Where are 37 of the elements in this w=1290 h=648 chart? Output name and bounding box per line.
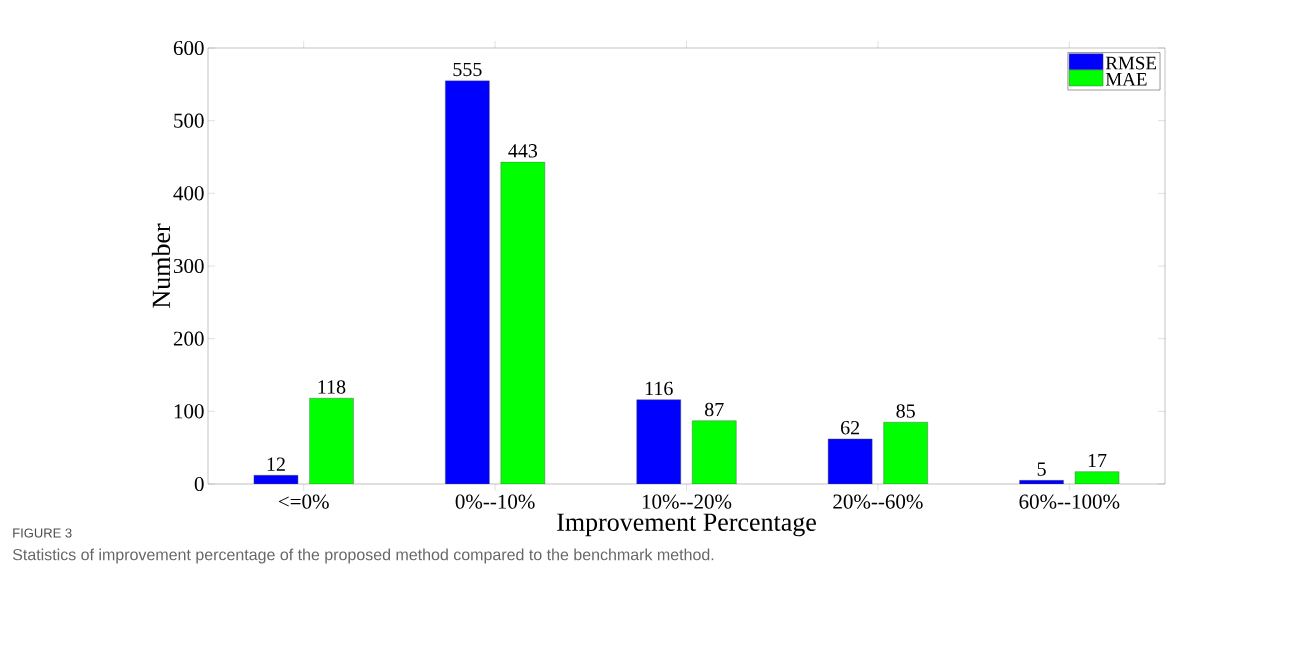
bar	[253, 475, 299, 484]
bar	[692, 420, 737, 484]
data-label: 12	[267, 457, 285, 471]
bar	[309, 398, 354, 484]
y-tick-label: 100	[174, 404, 204, 419]
data-label: 555	[453, 62, 482, 77]
bar	[636, 399, 681, 484]
data-label: 5	[1037, 462, 1046, 476]
x-tick-label: <=0%	[278, 494, 329, 509]
caption: FIGURE 3	[13, 528, 72, 538]
y-tick-label: 600	[173, 40, 204, 56]
bar	[445, 80, 490, 484]
y-tick-label: 200	[173, 331, 204, 346]
x-tick-label: 60%--100%	[1019, 494, 1120, 509]
x-axis-title: Improvement Percentage	[557, 513, 816, 537]
legend-label: RMSE	[1105, 56, 1157, 70]
data-label: 87	[705, 402, 724, 417]
data-label: 118	[318, 380, 346, 394]
data-label: 17	[1088, 453, 1107, 468]
bar	[500, 161, 546, 484]
data-label: 62	[841, 420, 860, 435]
x-tick-label: 10%--20%	[642, 494, 732, 509]
x-tick-label: 20%--60%	[833, 494, 923, 509]
bar	[883, 422, 928, 484]
data-label: 116	[645, 381, 673, 396]
y-tick-label: 0	[194, 476, 204, 492]
y-tick-label: 400	[173, 186, 204, 201]
bar	[1019, 480, 1064, 484]
y-axis-title: Number	[151, 223, 171, 308]
x-tick-label: 0%--10%	[455, 494, 535, 509]
y-tick-label: 500	[174, 113, 204, 128]
data-label: 85	[896, 404, 915, 418]
y-tick-label: 300	[173, 258, 204, 274]
bar	[827, 438, 873, 484]
legend-label: MAE	[1105, 72, 1147, 86]
text: Statistics of improvement percentage of the proposed method compared to the benchmark method.	[12, 548, 714, 564]
data-label: 443	[508, 144, 538, 158]
